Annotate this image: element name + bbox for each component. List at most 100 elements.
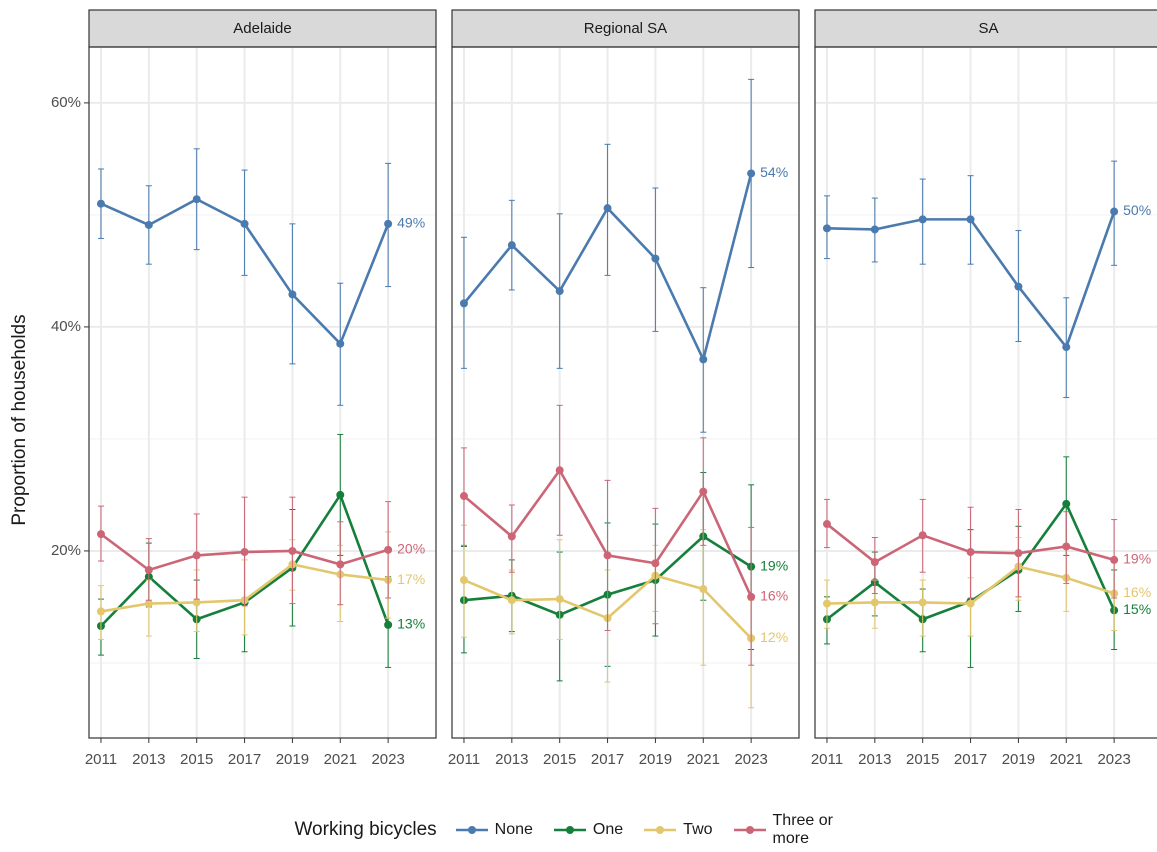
legend-item: One bbox=[553, 821, 623, 839]
panel-border bbox=[451, 46, 800, 739]
point bbox=[870, 598, 879, 607]
point bbox=[459, 576, 468, 585]
point bbox=[459, 299, 468, 308]
x-tick-label: 2013 bbox=[495, 751, 528, 768]
point bbox=[144, 220, 153, 229]
legend-dot bbox=[565, 826, 574, 834]
point bbox=[918, 215, 927, 224]
point bbox=[1110, 555, 1119, 564]
point bbox=[96, 607, 105, 616]
y-tick-label: 60% bbox=[51, 94, 81, 111]
value-label: 54% bbox=[760, 164, 788, 180]
point bbox=[192, 598, 201, 607]
x-tick-label: 2013 bbox=[858, 751, 891, 768]
point bbox=[747, 592, 756, 601]
point bbox=[192, 195, 201, 204]
value-label: 19% bbox=[1123, 551, 1151, 567]
point bbox=[240, 219, 249, 228]
legend-item: Two bbox=[643, 821, 713, 839]
point bbox=[96, 530, 105, 539]
point bbox=[822, 599, 831, 608]
x-tick-label: 2011 bbox=[811, 751, 843, 768]
legend-swatch bbox=[455, 826, 488, 834]
point bbox=[555, 287, 564, 296]
x-tick-label: 2019 bbox=[1002, 751, 1035, 768]
panel-border bbox=[814, 46, 1157, 739]
point bbox=[96, 199, 105, 208]
legend-title: Working bicycles bbox=[294, 819, 437, 840]
point bbox=[918, 531, 927, 540]
point bbox=[507, 532, 516, 541]
x-tick-label: 2017 bbox=[591, 751, 624, 768]
point bbox=[651, 559, 660, 568]
panel-border bbox=[88, 46, 437, 739]
x-tick-label: 2013 bbox=[132, 751, 165, 768]
panel: Adelaide 2011 2013 2015 2017 2019 2021 2023 20% 4… bbox=[51, 9, 437, 768]
point bbox=[336, 339, 345, 348]
facet-title: Adelaide bbox=[233, 20, 291, 37]
legend-item: None bbox=[455, 821, 533, 839]
point bbox=[555, 595, 564, 604]
point bbox=[966, 599, 975, 608]
facet-strip bbox=[88, 9, 437, 48]
x-tick-label: 2017 bbox=[954, 751, 987, 768]
value-label: 12% bbox=[760, 629, 788, 645]
point bbox=[555, 466, 564, 475]
legend-label: Three or more bbox=[772, 812, 833, 847]
x-tick-label: 2023 bbox=[371, 751, 404, 768]
legend-label: None bbox=[494, 821, 533, 838]
point bbox=[240, 548, 249, 557]
point bbox=[288, 546, 297, 555]
value-label: 49% bbox=[397, 215, 425, 231]
point bbox=[507, 596, 516, 605]
x-tick-label: 2011 bbox=[448, 751, 480, 768]
point bbox=[192, 551, 201, 560]
x-tick-label: 2011 bbox=[85, 751, 117, 768]
point bbox=[651, 254, 660, 263]
point bbox=[918, 598, 927, 607]
y-tick-label: 40% bbox=[51, 318, 81, 335]
point bbox=[507, 241, 516, 250]
point bbox=[1062, 343, 1071, 352]
value-label: 19% bbox=[760, 557, 788, 573]
legend-swatch bbox=[733, 826, 766, 834]
value-label: 15% bbox=[1123, 601, 1151, 617]
point bbox=[1014, 549, 1023, 558]
point bbox=[336, 560, 345, 569]
point bbox=[1062, 542, 1071, 551]
y-axis-label: Proportion of households bbox=[9, 314, 30, 525]
x-tick-label: 2017 bbox=[228, 751, 261, 768]
x-tick-label: 2019 bbox=[276, 751, 309, 768]
point bbox=[1014, 282, 1023, 291]
point bbox=[966, 215, 975, 224]
x-tick-label: 2015 bbox=[180, 751, 213, 768]
point bbox=[1110, 207, 1119, 216]
value-label: 16% bbox=[760, 588, 788, 604]
chart: Proportion of households Adelaide 2011 201… bbox=[9, 9, 1157, 768]
point bbox=[966, 548, 975, 557]
point bbox=[384, 620, 393, 629]
facet-strip bbox=[451, 9, 800, 48]
point bbox=[288, 290, 297, 299]
value-label: 20% bbox=[397, 541, 425, 557]
legend-dot bbox=[745, 826, 754, 834]
point bbox=[699, 487, 708, 496]
point bbox=[1062, 499, 1071, 508]
x-tick-label: 2023 bbox=[1097, 751, 1130, 768]
x-tick-label: 2023 bbox=[734, 751, 767, 768]
legend-swatch bbox=[644, 826, 677, 834]
point bbox=[822, 224, 831, 233]
point bbox=[603, 204, 612, 213]
legend-dot bbox=[467, 826, 476, 834]
point bbox=[459, 492, 468, 501]
point bbox=[747, 169, 756, 178]
point bbox=[699, 585, 708, 594]
point bbox=[603, 551, 612, 560]
x-tick-label: 2015 bbox=[543, 751, 576, 768]
point bbox=[384, 545, 393, 554]
panel: SA 2011 2013 2015 2017 2019 2021 2023 50% 15%16% 1… bbox=[811, 9, 1157, 768]
x-tick-label: 2019 bbox=[639, 751, 672, 768]
point bbox=[384, 219, 393, 228]
legend-swatch bbox=[553, 826, 586, 834]
